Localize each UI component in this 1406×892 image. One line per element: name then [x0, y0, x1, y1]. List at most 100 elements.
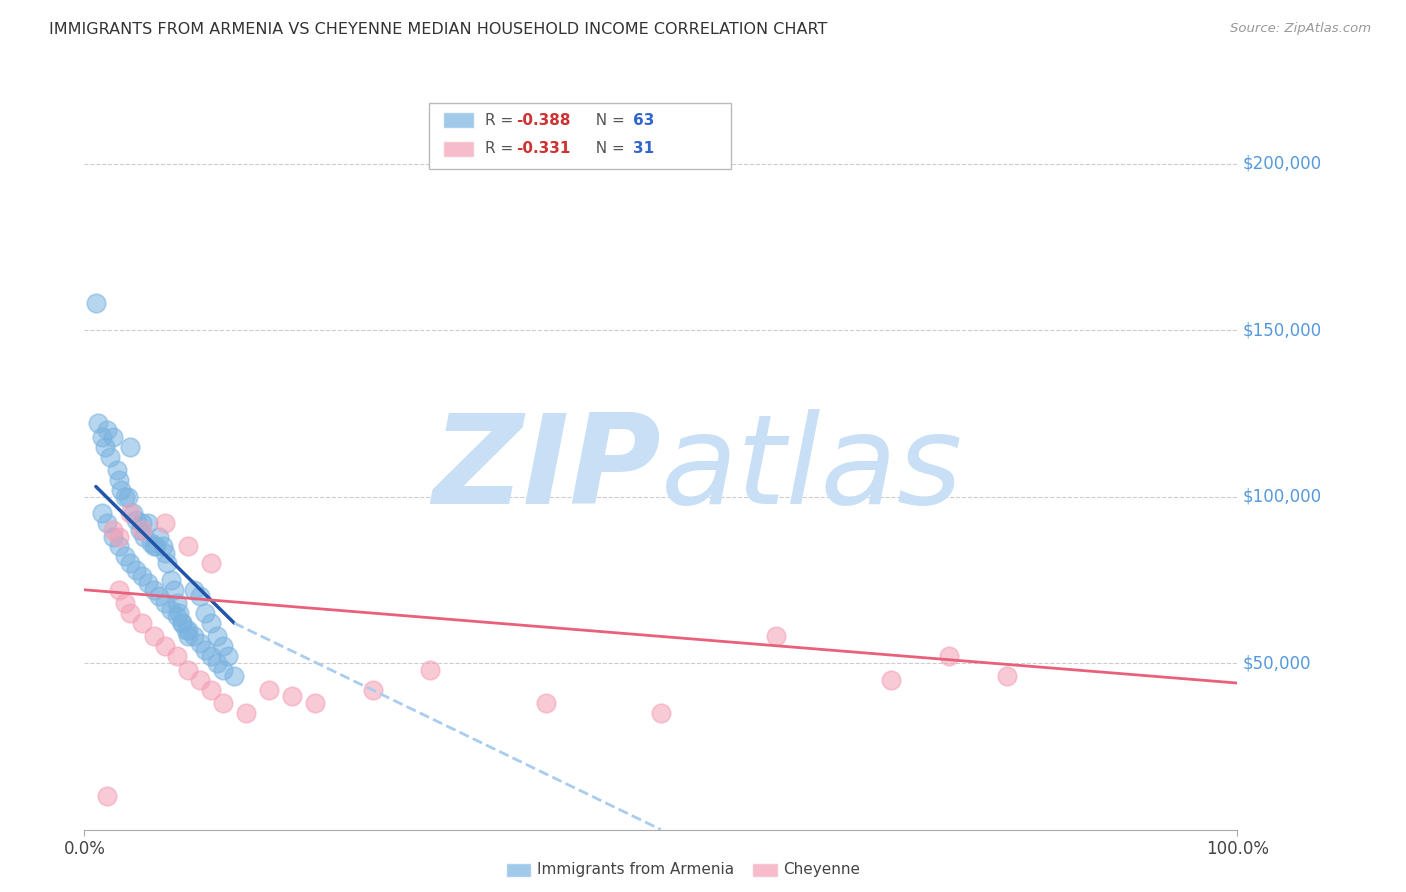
- Text: 31: 31: [633, 142, 654, 156]
- Point: [200, 682, 222, 697]
- Point: [153, 640, 176, 654]
- Point: [938, 649, 960, 664]
- Point: [361, 682, 384, 697]
- Point: [211, 663, 233, 677]
- Point: [108, 540, 131, 554]
- Point: [152, 540, 174, 554]
- Point: [880, 673, 903, 687]
- Point: [211, 696, 233, 710]
- Text: -0.388: -0.388: [516, 113, 571, 128]
- Point: [650, 706, 672, 720]
- Point: [205, 656, 228, 670]
- Point: [183, 629, 205, 643]
- Point: [174, 623, 197, 637]
- Point: [134, 529, 156, 543]
- Point: [166, 596, 188, 610]
- Point: [108, 473, 131, 487]
- Point: [995, 669, 1018, 683]
- Point: [84, 296, 107, 310]
- Point: [211, 640, 233, 654]
- Point: [167, 606, 190, 620]
- Text: Immigrants from Armenia: Immigrants from Armenia: [537, 863, 734, 877]
- Point: [281, 690, 304, 704]
- Point: [200, 616, 222, 631]
- Point: [172, 616, 194, 631]
- Point: [90, 429, 112, 443]
- Text: Cheyenne: Cheyenne: [783, 863, 860, 877]
- Text: R =: R =: [485, 113, 519, 128]
- Point: [235, 706, 257, 720]
- Text: IMMIGRANTS FROM ARMENIA VS CHEYENNE MEDIAN HOUSEHOLD INCOME CORRELATION CHART: IMMIGRANTS FROM ARMENIA VS CHEYENNE MEDI…: [49, 22, 828, 37]
- Point: [131, 569, 153, 583]
- Point: [96, 516, 118, 531]
- Point: [131, 616, 153, 631]
- Point: [96, 423, 118, 437]
- Point: [177, 663, 200, 677]
- Point: [194, 606, 217, 620]
- Point: [419, 663, 441, 677]
- Point: [188, 673, 211, 687]
- Point: [108, 582, 131, 597]
- Point: [218, 649, 240, 664]
- Text: R =: R =: [485, 142, 519, 156]
- Point: [304, 696, 326, 710]
- Point: [257, 682, 280, 697]
- Text: N =: N =: [586, 142, 630, 156]
- Point: [103, 429, 124, 443]
- Point: [183, 582, 205, 597]
- Point: [534, 696, 557, 710]
- Point: [131, 523, 153, 537]
- Point: [188, 636, 211, 650]
- Point: [224, 669, 246, 683]
- Point: [200, 556, 222, 570]
- Point: [142, 629, 165, 643]
- Point: [98, 450, 121, 464]
- Point: [172, 616, 194, 631]
- Point: [114, 549, 136, 564]
- Point: [120, 506, 142, 520]
- Point: [148, 590, 170, 604]
- Text: $200,000: $200,000: [1243, 154, 1322, 172]
- Point: [87, 417, 110, 431]
- Point: [153, 516, 176, 531]
- Point: [120, 606, 142, 620]
- Text: Source: ZipAtlas.com: Source: ZipAtlas.com: [1230, 22, 1371, 36]
- Point: [142, 540, 165, 554]
- Text: ZIP: ZIP: [432, 409, 661, 531]
- Point: [94, 440, 117, 454]
- Point: [765, 629, 787, 643]
- Point: [103, 529, 124, 543]
- Point: [114, 596, 136, 610]
- Point: [153, 596, 176, 610]
- Point: [128, 523, 150, 537]
- Point: [120, 440, 142, 454]
- Point: [141, 536, 163, 550]
- Point: [114, 490, 136, 504]
- Point: [125, 513, 148, 527]
- Point: [177, 623, 200, 637]
- Point: [177, 629, 200, 643]
- Text: N =: N =: [586, 113, 630, 128]
- Point: [145, 540, 167, 554]
- Point: [121, 506, 143, 520]
- Point: [117, 490, 139, 504]
- Point: [148, 529, 170, 543]
- Point: [163, 582, 186, 597]
- Point: [177, 540, 200, 554]
- Point: [200, 649, 222, 664]
- Point: [120, 556, 142, 570]
- Text: 63: 63: [633, 113, 654, 128]
- Point: [153, 546, 176, 560]
- Point: [166, 609, 188, 624]
- Point: [105, 463, 128, 477]
- Point: [166, 649, 188, 664]
- Point: [205, 629, 228, 643]
- Point: [142, 582, 165, 597]
- Point: [96, 789, 118, 804]
- Point: [108, 529, 131, 543]
- Point: [125, 563, 148, 577]
- Point: [160, 573, 183, 587]
- Point: [194, 642, 217, 657]
- Point: [136, 576, 159, 591]
- Point: [131, 516, 153, 531]
